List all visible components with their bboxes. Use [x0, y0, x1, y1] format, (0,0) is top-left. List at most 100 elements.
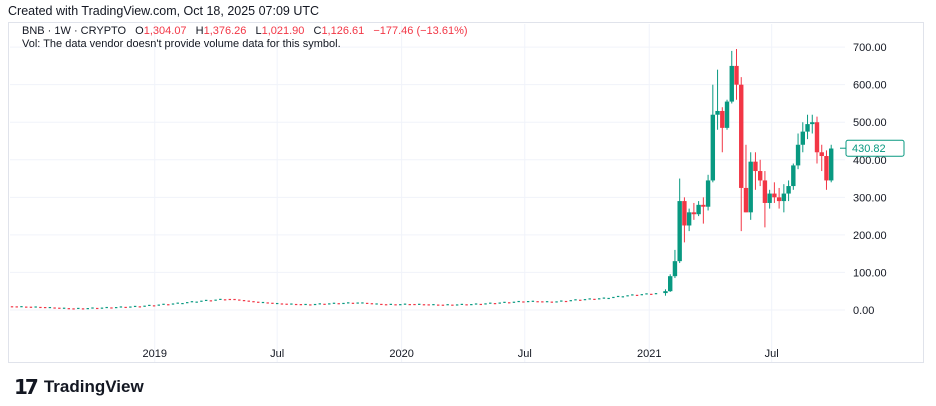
- tradingview-logo-icon: 17: [14, 375, 39, 399]
- symbol-name: BNB · 1W · CRYPTO: [22, 25, 127, 37]
- candle-body: [686, 212, 692, 226]
- price-candle: [261, 301, 265, 304]
- price-candle: [489, 302, 492, 304]
- y-tick-label: 700.00: [853, 42, 887, 54]
- price-candle: [162, 303, 165, 305]
- price-candle: [564, 300, 568, 303]
- price-candle: [29, 306, 33, 308]
- price-candle: [167, 304, 170, 306]
- candle-body: [776, 197, 782, 202]
- price-candle: [148, 304, 151, 307]
- price-candle: [650, 293, 653, 295]
- price-candle: [72, 308, 75, 310]
- change-value: −177.46 (−13.61%): [373, 25, 468, 37]
- price-candle: [602, 297, 606, 299]
- volume-note: Vol: The data vendor doesn't provide vol…: [22, 38, 341, 50]
- price-candle: [375, 303, 378, 305]
- price-candle: [209, 300, 213, 302]
- price-candle: [105, 306, 108, 309]
- candle-body: [791, 165, 796, 187]
- high-label: H: [195, 25, 204, 37]
- price-candle: [20, 306, 23, 308]
- price-candle: [531, 300, 535, 302]
- price-candle: [332, 302, 336, 304]
- price-candle: [394, 304, 397, 306]
- price-candle: [190, 301, 194, 303]
- candle-body: [734, 65, 739, 85]
- price-candle: [579, 299, 582, 301]
- candle-body: [814, 122, 820, 153]
- price-candle: [323, 303, 326, 305]
- price-candle: [34, 306, 37, 308]
- candle-body: [781, 193, 787, 202]
- price-candle: [370, 303, 374, 305]
- candle-body: [810, 122, 815, 125]
- candle-body: [715, 110, 720, 115]
- candle-body: [672, 261, 678, 277]
- price-candle: [541, 301, 544, 303]
- candle-body: [682, 201, 687, 226]
- price-candle: [455, 304, 459, 306]
- price-candle: [351, 302, 355, 304]
- price-candle: [96, 307, 99, 310]
- price-candle: [124, 306, 127, 309]
- price-candle: [441, 304, 445, 306]
- candle-body: [767, 193, 772, 203]
- price-candle: [129, 306, 132, 308]
- low-value: 1,021.90: [261, 25, 305, 37]
- tradingview-logo[interactable]: 17 TradingView: [14, 375, 144, 399]
- price-candle: [460, 303, 464, 305]
- last-price-tag: [845, 139, 905, 157]
- price-candle: [536, 301, 539, 303]
- x-tick-label: 2019: [142, 348, 166, 360]
- close-value: 1,126.61: [321, 25, 365, 37]
- y-tick-label: 500.00: [853, 117, 887, 129]
- price-candle: [110, 307, 113, 309]
- candle-body: [805, 124, 810, 132]
- price-candle: [285, 303, 288, 305]
- x-tick-label: Jul: [270, 348, 284, 360]
- price-candle: [337, 303, 340, 305]
- candle-body: [800, 131, 805, 145]
- price-candle: [384, 304, 388, 306]
- price-candle: [593, 298, 596, 300]
- price-candle: [81, 308, 85, 310]
- price-candle: [427, 304, 430, 306]
- y-tick-label: 100.00: [853, 267, 887, 279]
- x-tick-label: 2020: [389, 348, 413, 360]
- price-candle: [550, 301, 554, 303]
- y-tick-label: 600.00: [853, 80, 887, 92]
- price-candle: [631, 294, 634, 296]
- high-value: 1,376.26: [203, 25, 247, 37]
- symbol-legend: BNB · 1W · CRYPTO O1,304.07 H1,376.26 L1…: [22, 25, 468, 38]
- price-candle: [219, 298, 222, 300]
- price-candle: [583, 299, 587, 301]
- price-candle: [91, 307, 94, 309]
- price-candle: [432, 304, 435, 306]
- candle-body: [663, 291, 668, 294]
- price-candle: [119, 306, 123, 308]
- price-candle: [176, 302, 179, 304]
- price-candle: [195, 301, 198, 303]
- price-candle: [247, 300, 250, 302]
- x-tick-label: 2021: [637, 348, 661, 360]
- price-candle: [621, 296, 625, 298]
- price-candle: [474, 303, 478, 305]
- price-candle: [498, 302, 501, 304]
- candle-body: [762, 180, 768, 203]
- candle-body: [691, 212, 697, 215]
- candle-body: [739, 84, 744, 188]
- price-candle: [365, 302, 369, 305]
- candle-body: [677, 201, 682, 262]
- price-candle: [238, 299, 241, 301]
- price-candle: [157, 304, 160, 306]
- price-candle: [342, 302, 345, 305]
- price-candle: [597, 298, 601, 300]
- price-candle: [607, 297, 610, 300]
- chart-pane[interactable]: [8, 22, 924, 363]
- price-candle: [328, 303, 331, 305]
- price-candle: [451, 304, 454, 306]
- price-candle: [588, 298, 591, 300]
- price-candle: [517, 300, 520, 303]
